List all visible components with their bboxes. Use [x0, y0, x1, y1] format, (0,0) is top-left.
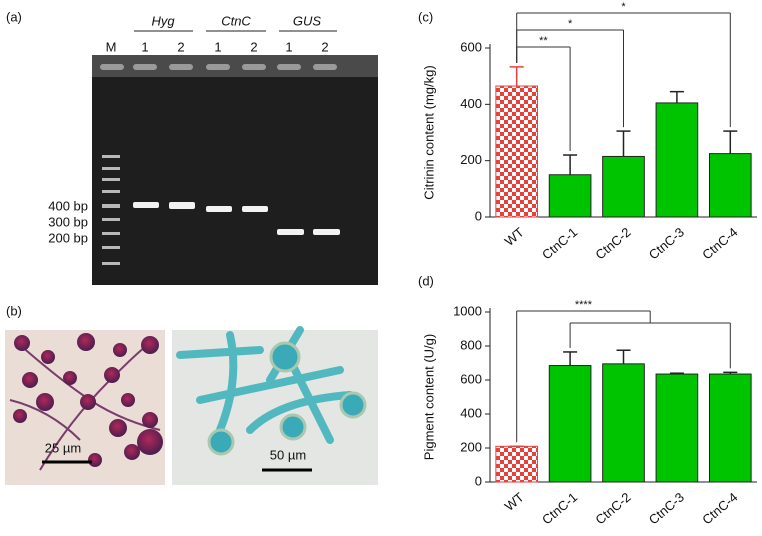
significance: * [621, 1, 626, 13]
scale-bar-label: 25 µm [45, 440, 81, 455]
y-tick-label: 400 [460, 405, 482, 420]
lane-label: 1 [285, 39, 292, 54]
y-tick-label: 0 [475, 473, 482, 488]
bar [548, 174, 592, 218]
x-tick-label: CtnC-1 [539, 489, 580, 527]
x-tick-label: CtnC-4 [699, 489, 740, 527]
bar [708, 153, 752, 218]
x-tick-label: CtnC-1 [539, 224, 580, 262]
lane-label: 2 [250, 39, 257, 54]
y-tick-label: 400 [460, 96, 482, 111]
size-label: 400 bp [48, 198, 88, 213]
scale-bar-label: 50 µm [270, 447, 306, 462]
x-tick-label: CtnC-4 [699, 224, 740, 262]
y-axis-label: Pigment content (U/g) [421, 334, 436, 460]
bar [655, 373, 699, 483]
significance: **** [575, 299, 593, 311]
panel-label: (b) [6, 303, 22, 318]
y-tick-label: 200 [460, 152, 482, 167]
significance: * [568, 18, 573, 30]
x-tick-label: CtnC-3 [646, 489, 687, 527]
bar [548, 365, 592, 483]
y-tick-label: 600 [460, 39, 482, 54]
y-tick-label: 1000 [453, 303, 482, 318]
y-tick-label: 200 [460, 439, 482, 454]
size-label: 300 bp [48, 214, 88, 229]
significance: ** [539, 35, 548, 47]
lane-label: 2 [177, 39, 184, 54]
x-tick-label: CtnC-3 [646, 224, 687, 262]
y-tick-label: 600 [460, 371, 482, 386]
size-label: 200 bp [48, 230, 88, 245]
x-tick-label: CtnC-2 [592, 489, 633, 527]
bar [708, 373, 752, 483]
bar [655, 102, 699, 218]
lane-label: M [106, 39, 117, 54]
lane-label: 1 [141, 39, 148, 54]
y-tick-label: 800 [460, 337, 482, 352]
micrograph-teal [172, 326, 378, 485]
panel-label: (a) [6, 9, 22, 24]
micrograph-purple [5, 330, 165, 485]
x-tick-label: WT [502, 489, 527, 514]
group-label: Hyg [151, 13, 175, 28]
y-tick-label: 0 [475, 208, 482, 223]
panel-label: (d) [418, 273, 434, 288]
gel-image [92, 55, 378, 285]
panel-label: (c) [418, 9, 433, 24]
x-tick-label: CtnC-2 [592, 224, 633, 262]
lane-label: 2 [321, 39, 328, 54]
y-axis-label: Citrinin content (mg/kg) [421, 65, 436, 199]
bar [602, 363, 645, 483]
lane-label: 1 [214, 39, 221, 54]
group-label: CtnC [221, 13, 251, 28]
bar [495, 445, 539, 483]
bar [495, 85, 539, 218]
x-tick-label: WT [502, 224, 527, 249]
group-label: GUS [293, 13, 322, 28]
bar [602, 155, 645, 218]
